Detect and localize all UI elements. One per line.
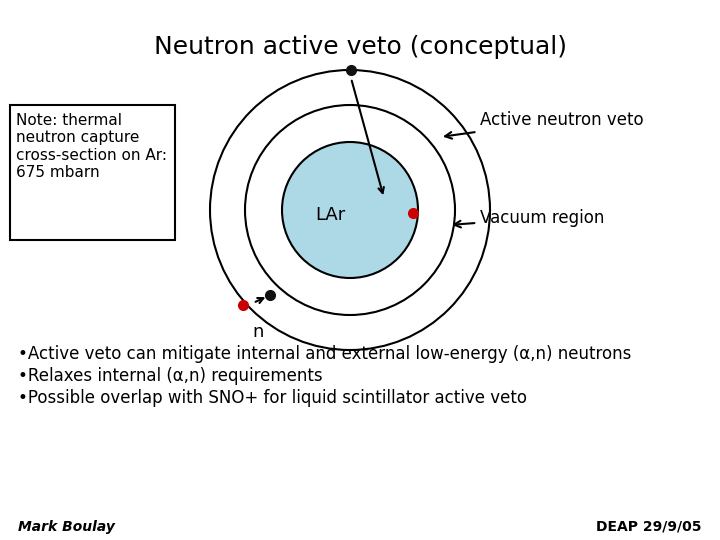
- Text: •Possible overlap with SNO+ for liquid scintillator active veto: •Possible overlap with SNO+ for liquid s…: [18, 389, 527, 407]
- Text: Note: thermal
neutron capture
cross-section on Ar:
675 mbarn: Note: thermal neutron capture cross-sect…: [16, 113, 167, 180]
- Text: •Relaxes internal (α,n) requirements: •Relaxes internal (α,n) requirements: [18, 367, 323, 385]
- Circle shape: [210, 70, 490, 350]
- Text: Neutron active veto (conceptual): Neutron active veto (conceptual): [153, 35, 567, 59]
- Circle shape: [282, 142, 418, 278]
- Bar: [10, 105, 175, 240]
- Text: n: n: [252, 323, 264, 341]
- Text: Mark Boulay: Mark Boulay: [18, 520, 115, 534]
- Text: Vacuum region: Vacuum region: [454, 209, 604, 227]
- Text: •Active veto can mitigate internal and external low-energy (α,n) neutrons: •Active veto can mitigate internal and e…: [18, 345, 631, 363]
- Circle shape: [245, 105, 455, 315]
- Text: DEAP 29/9/05: DEAP 29/9/05: [596, 520, 702, 534]
- Text: LAr: LAr: [315, 206, 345, 224]
- Text: Active neutron veto: Active neutron veto: [445, 111, 644, 139]
